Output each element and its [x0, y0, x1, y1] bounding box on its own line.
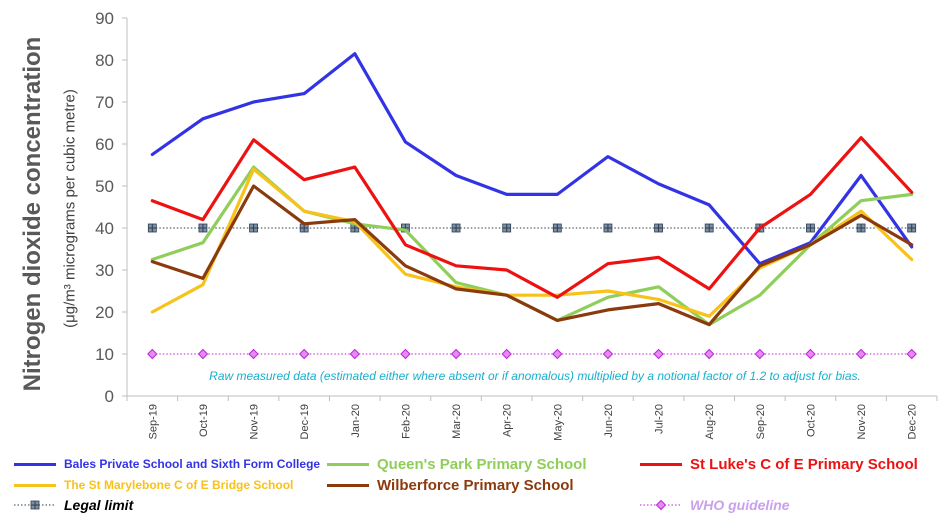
data-point-who-guideline: [298, 348, 310, 360]
legend-item-who-guideline: WHO guideline: [640, 497, 790, 513]
chart-plot-area: 0 10 20 30 40 50 60 70 80 90 Sep-19 Oct-19 Nov-19 Dec…: [95, 9, 938, 441]
series-line-st-luke-s-c-of-e-primary-school: [150, 136, 914, 299]
y-tick-label: 10: [95, 345, 114, 364]
legend-swatch-wilberforce: [327, 484, 369, 487]
y-tick-label: 30: [95, 261, 114, 280]
legend-swatch-legal-limit: [14, 500, 56, 510]
data-point-who-guideline: [703, 348, 715, 360]
legend-label-wilberforce: Wilberforce Primary School: [377, 477, 574, 494]
x-tick-label: May-20: [552, 404, 564, 441]
legend-item-bales: Bales Private School and Sixth Form Coll…: [14, 457, 320, 471]
x-tick-label: Mar-20: [451, 404, 463, 439]
data-point-who-guideline: [248, 348, 259, 360]
legend-item-st-lukes: St Luke's C of E Primary School: [640, 456, 918, 473]
x-tick-label: Oct-20: [805, 404, 817, 437]
x-tick-label: Dec-20: [907, 404, 919, 439]
data-point-who-guideline: [906, 348, 917, 360]
legend-swatch-st-lukes: [640, 463, 682, 466]
series-line-bales-private-school-and-sixth-form-college: [150, 52, 914, 266]
data-point-who-guideline: [450, 348, 462, 360]
x-tick-label: Jan-20: [350, 404, 362, 438]
legend-label-bales: Bales Private School and Sixth Form Coll…: [64, 457, 321, 471]
legend-swatch-who-guideline: [640, 499, 682, 511]
x-tick-label: Dec-19: [299, 404, 311, 439]
legend-item-legal-limit: Legal limit: [14, 497, 133, 513]
y-tick-label: 90: [95, 9, 114, 28]
x-tick-label: Feb-20: [400, 404, 412, 439]
y-tick-label: 40: [95, 219, 114, 238]
series-line-wilberforce-primary-school: [150, 184, 914, 327]
x-tick-label: Jul-20: [654, 404, 666, 434]
data-point-who-guideline: [653, 348, 664, 360]
legend-item-queens-park: Queen's Park Primary School: [327, 456, 587, 473]
legend-item-wilberforce: Wilberforce Primary School: [327, 477, 574, 494]
x-tick-label: Apr-20: [502, 404, 514, 437]
legend-label-st-marylebone: The St Marylebone C of E Bridge School: [64, 478, 294, 492]
data-point-who-guideline: [552, 348, 563, 360]
legend-swatch-bales: [14, 462, 56, 466]
y-tick-label: 70: [95, 93, 114, 112]
data-point-who-guideline: [400, 348, 411, 360]
legend-swatch-queens-park: [327, 463, 369, 466]
data-point-who-guideline: [501, 348, 512, 360]
legend-swatch-st-marylebone: [14, 483, 56, 487]
data-point-who-guideline: [602, 348, 614, 360]
x-tick-label: Jun-20: [603, 404, 615, 438]
data-point-who-guideline: [855, 348, 867, 360]
x-tick-label: Nov-20: [856, 404, 868, 439]
series-line-the-st-marylebone-c-of-e-bridge-school: [150, 167, 914, 318]
y-tick-label: 20: [95, 303, 114, 322]
legend-label-legal-limit: Legal limit: [64, 497, 134, 513]
chart-legend: Bales Private School and Sixth Form Coll…: [0, 455, 950, 521]
series-line-queen-s-park-primary-school: [150, 165, 914, 327]
x-tick-label: Sep-20: [755, 404, 767, 439]
x-tick-label: Nov-19: [249, 404, 261, 439]
data-point-who-guideline: [754, 348, 766, 360]
legend-item-st-marylebone: The St Marylebone C of E Bridge School: [14, 478, 293, 492]
chart-annotation: Raw measured data (estimated either wher…: [209, 369, 861, 383]
y-tick-label: 60: [95, 135, 114, 154]
data-point-who-guideline: [805, 348, 816, 360]
y-tick-label: 50: [95, 177, 114, 196]
x-tick-label: Aug-20: [704, 404, 716, 439]
y-tick-label: 80: [95, 51, 114, 70]
data-point-who-guideline: [197, 348, 209, 360]
y-axis-title: Nitrogen dioxide concentration: [19, 36, 46, 392]
x-tick-label: Sep-19: [147, 404, 159, 439]
x-tick-label: Oct-19: [198, 404, 210, 437]
legend-label-who-guideline: WHO guideline: [690, 497, 790, 513]
legend-label-st-lukes: St Luke's C of E Primary School: [690, 456, 918, 473]
legend-label-queens-park: Queen's Park Primary School: [377, 456, 587, 473]
data-point-who-guideline: [147, 348, 158, 360]
data-point-who-guideline: [349, 348, 361, 360]
y-tick-label: 0: [105, 387, 114, 406]
y-axis-subtitle: (μg/m³ micrograms per cubic metre): [61, 89, 79, 328]
